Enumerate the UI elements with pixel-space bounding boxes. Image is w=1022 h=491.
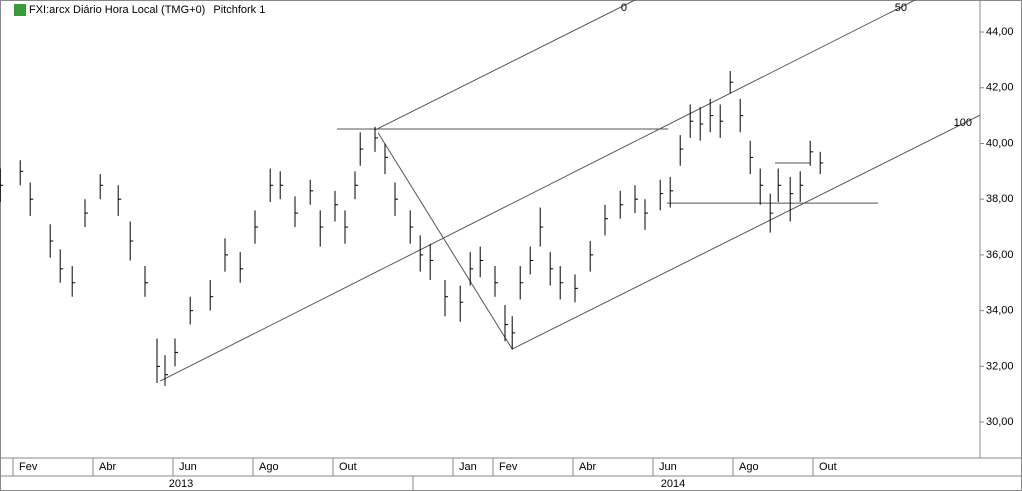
- x-tick-label: Abr: [99, 461, 116, 473]
- y-tick-label: 40,00: [986, 137, 1014, 149]
- x-tick-label: Jun: [659, 461, 677, 473]
- y-tick-label: 36,00: [986, 249, 1014, 261]
- pitchfork-line: [377, 132, 513, 350]
- year-label: 2014: [661, 478, 685, 490]
- symbol-icon[interactable]: [14, 4, 26, 16]
- y-tick-label: 44,00: [986, 26, 1014, 38]
- x-tick-label: Fev: [19, 461, 38, 473]
- y-tick-label: 32,00: [986, 360, 1014, 372]
- pitchfork-level: 50: [895, 2, 907, 14]
- x-tick-label: Ago: [739, 461, 759, 473]
- pitchfork-line: [159, 0, 916, 382]
- chart-title[interactable]: FXI:arcx Diário Hora Local (TMG+0): [29, 4, 205, 16]
- y-tick-label: 38,00: [986, 193, 1014, 205]
- y-tick-label: 34,00: [986, 305, 1014, 317]
- x-tick-label: Fev: [499, 461, 518, 473]
- x-tick-label: Out: [339, 461, 357, 473]
- pitchfork-line: [374, 0, 636, 131]
- y-tick-label: 30,00: [986, 416, 1014, 428]
- pitchfork-level: 0: [621, 2, 627, 14]
- pitchfork-level: 100: [954, 117, 972, 129]
- study-label[interactable]: Pitchfork 1: [213, 4, 265, 16]
- y-tick-label: 42,00: [986, 82, 1014, 94]
- year-label: 2013: [169, 478, 193, 490]
- x-tick-label: Ago: [259, 461, 279, 473]
- x-tick-label: Jun: [179, 461, 197, 473]
- pitchfork-line: [511, 114, 981, 350]
- x-tick-label: Jan: [459, 461, 477, 473]
- x-tick-label: Abr: [579, 461, 596, 473]
- x-tick-label: Out: [819, 461, 837, 473]
